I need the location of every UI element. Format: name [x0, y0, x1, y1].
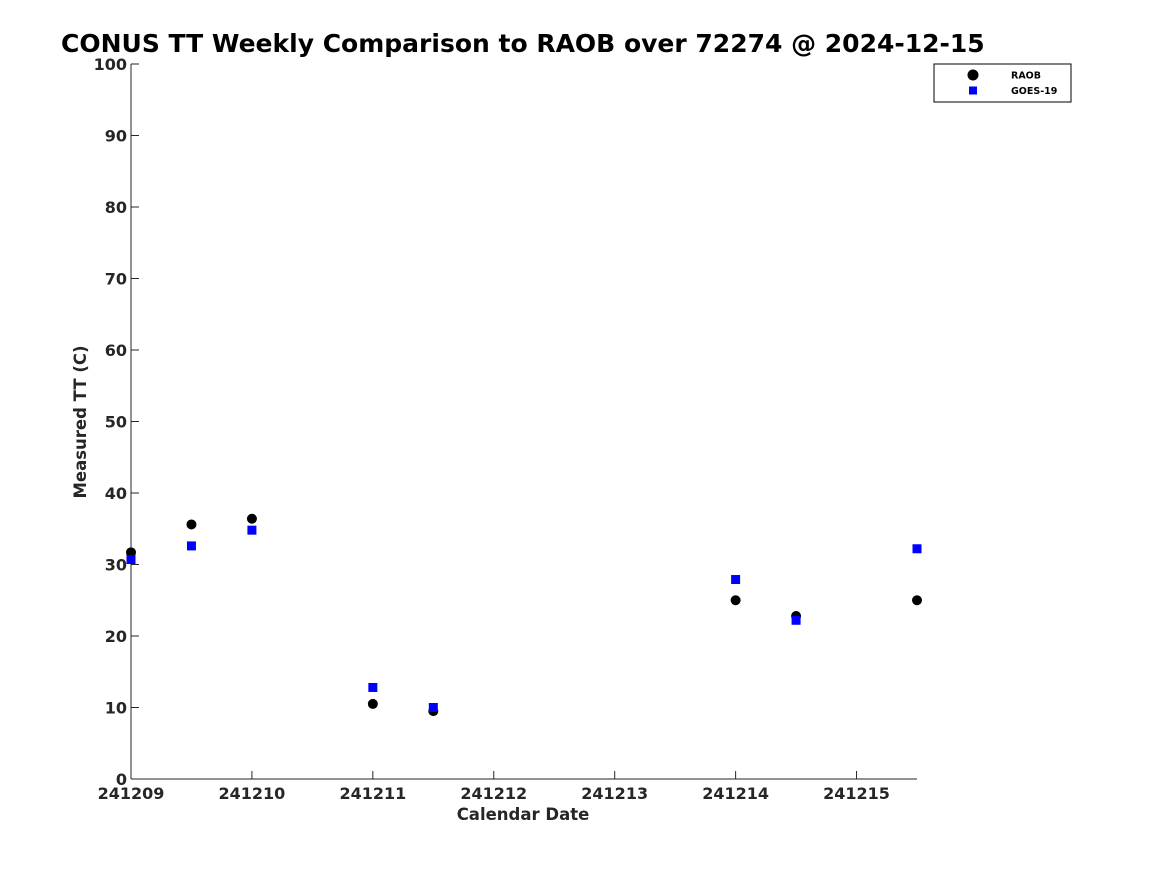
data-point	[912, 595, 922, 606]
y-tick-label: 40	[105, 484, 127, 503]
data-point	[912, 544, 922, 554]
x-ticks: 241209 241210 241211 241212 241213 241214 2412…	[98, 771, 890, 803]
x-axis-label: Calendar Date	[457, 805, 590, 824]
x-tick-label: 241214	[702, 784, 769, 803]
x-tick-label: 241209	[98, 784, 165, 803]
legend-items: RAOB GOES-19	[967, 69, 1057, 97]
legend-box	[933, 63, 1072, 103]
x-tick-label: 241211	[339, 784, 406, 803]
data-points	[126, 513, 922, 717]
y-tick-label: 50	[105, 413, 127, 432]
series-raob	[126, 513, 922, 717]
x-tick-label: 241210	[219, 784, 286, 803]
data-point	[246, 513, 257, 524]
y-tick-label: 100	[94, 55, 127, 74]
data-point	[126, 547, 136, 558]
legend: RAOB GOES-19	[933, 63, 1072, 103]
y-axis-label: Measured TT (C)	[71, 345, 90, 498]
data-point	[186, 519, 197, 530]
data-point	[367, 698, 378, 709]
legend-label: GOES-19	[1011, 86, 1057, 97]
data-point	[368, 682, 378, 692]
legend-marker	[967, 69, 979, 81]
y-tick-label: 10	[105, 699, 127, 718]
y-tick-label: 60	[105, 341, 127, 360]
x-tick-label: 241212	[460, 784, 527, 803]
data-point	[428, 703, 438, 712]
data-point	[791, 615, 801, 625]
x-tick-label: 241215	[823, 784, 890, 803]
x-tick-label: 241213	[581, 784, 648, 803]
data-point	[186, 541, 196, 551]
data-point	[126, 554, 136, 564]
legend-marker	[969, 86, 977, 95]
legend-label: RAOB	[1011, 71, 1041, 82]
data-point	[731, 575, 741, 585]
y-tick-label: 0	[116, 770, 127, 789]
y-tick-label: 80	[105, 198, 127, 217]
y-tick-label: 70	[105, 270, 127, 289]
data-point	[247, 525, 257, 535]
data-point	[730, 595, 741, 606]
y-tick-label: 90	[105, 127, 127, 146]
y-ticks: 0 10 20 30 40 50 60 70 80 90 100	[94, 55, 139, 789]
y-tick-label: 30	[105, 556, 127, 575]
y-tick-label: 20	[105, 627, 127, 646]
chart-title: CONUS TT Weekly Comparison to RAOB over …	[61, 29, 985, 58]
series-goes-19	[126, 525, 922, 712]
axes	[130, 64, 917, 780]
